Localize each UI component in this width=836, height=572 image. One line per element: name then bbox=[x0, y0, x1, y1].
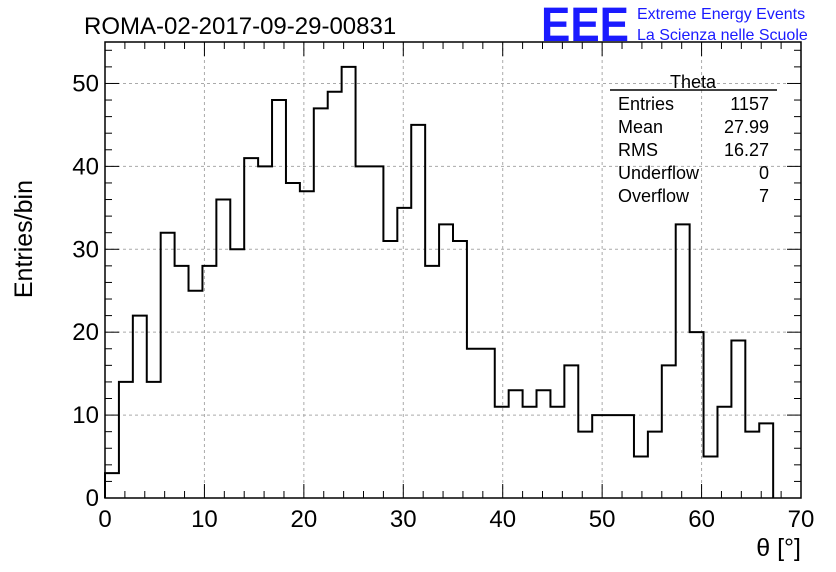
x-tick-label: 40 bbox=[489, 506, 516, 533]
x-tick-label: 30 bbox=[390, 506, 417, 533]
y-tick-label: 10 bbox=[72, 402, 99, 429]
eee-logo-line2: La Scienza nelle Scuole bbox=[637, 27, 808, 44]
y-tick-label: 40 bbox=[72, 153, 99, 180]
stats-label: RMS bbox=[618, 140, 658, 160]
y-axis-label: Entries/bin bbox=[10, 180, 38, 298]
x-tick-label: 60 bbox=[688, 506, 715, 533]
stats-label: Overflow bbox=[618, 186, 690, 206]
stats-label: Entries bbox=[618, 94, 674, 114]
x-tick-label: 10 bbox=[191, 506, 218, 533]
axis-ticks bbox=[104, 42, 802, 499]
grid-lines bbox=[105, 42, 801, 498]
stats-box: Theta Entries 1157 Mean 27.99 RMS 16.27 Underf… bbox=[610, 72, 777, 206]
eee-logo: EEE Extreme Energy Events La Scienza nel… bbox=[541, 0, 808, 52]
stats-value: 16.27 bbox=[724, 140, 769, 160]
x-tick-label: 50 bbox=[589, 506, 616, 533]
stats-value: 27.99 bbox=[724, 117, 769, 137]
stats-rows: Entries 1157 Mean 27.99 RMS 16.27 Underflow 0 Ov… bbox=[618, 94, 769, 206]
chart-title: ROMA-02-2017-09-29-00831 bbox=[84, 13, 396, 40]
eee-logo-mark: EEE bbox=[541, 0, 629, 52]
stats-value: 7 bbox=[759, 186, 769, 206]
x-tick-label: 0 bbox=[98, 506, 111, 533]
eee-logo-line1: Extreme Energy Events bbox=[637, 6, 805, 23]
stats-value: 0 bbox=[759, 163, 769, 183]
plot-frame bbox=[104, 41, 802, 499]
histogram-step-line bbox=[104, 65, 775, 498]
y-tick-label: 30 bbox=[72, 236, 99, 263]
stats-box-title: Theta bbox=[670, 72, 717, 92]
x-axis-label: θ [°] bbox=[756, 534, 801, 562]
x-tick-label: 20 bbox=[291, 506, 318, 533]
stats-label: Mean bbox=[618, 117, 663, 137]
y-tick-label: 0 bbox=[86, 485, 99, 512]
stats-label: Underflow bbox=[618, 163, 700, 183]
y-tick-label: 50 bbox=[72, 70, 99, 97]
y-tick-label: 20 bbox=[72, 319, 99, 346]
x-tick-label: 70 bbox=[788, 506, 815, 533]
stats-value: 1157 bbox=[730, 94, 769, 114]
